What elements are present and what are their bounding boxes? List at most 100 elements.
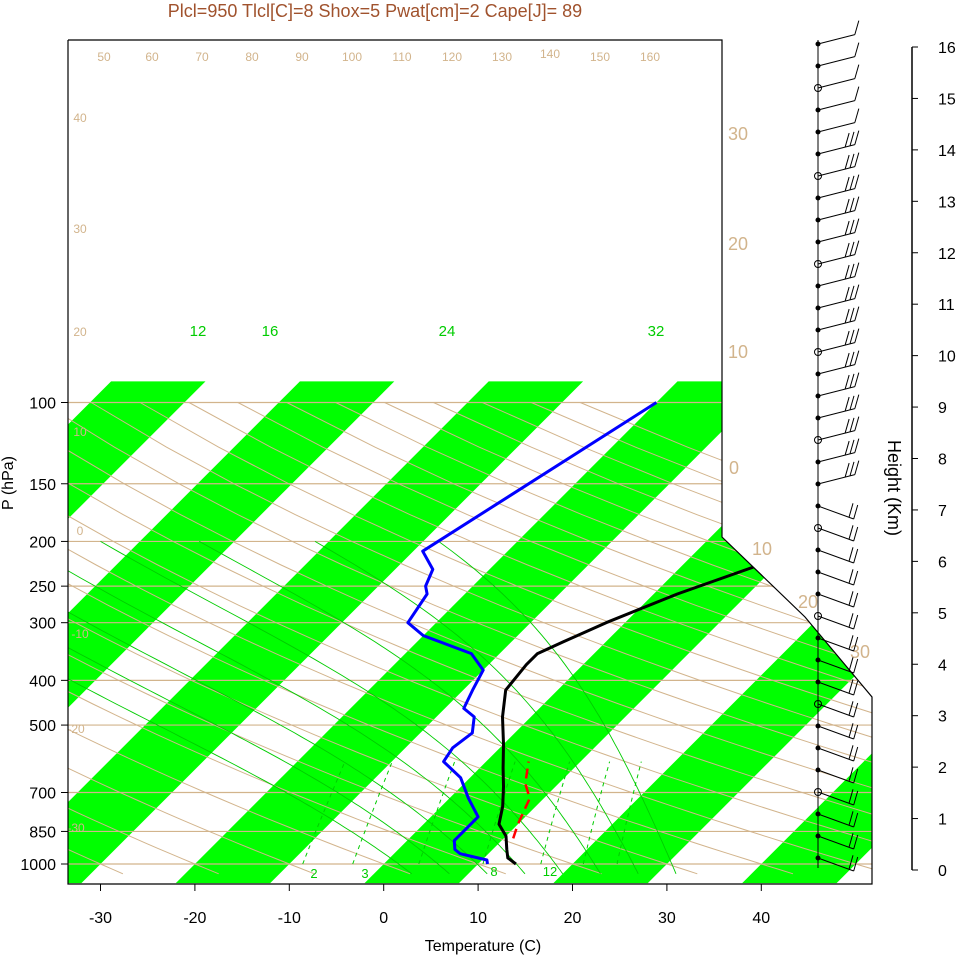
wind-barb-flag: [854, 438, 860, 453]
wind-barb-flag: [848, 613, 854, 628]
x-tick-label: 0: [379, 910, 388, 927]
mixing-ratio-line: [582, 761, 611, 865]
moist-adiabat-label: 16: [262, 323, 279, 340]
wind-barb: [817, 342, 855, 353]
wind-barb: [817, 527, 854, 542]
p-tick-label: 700: [29, 786, 56, 803]
moist-adiabat: [438, 541, 677, 874]
isotherm-label: 0: [77, 524, 84, 538]
wind-station-marker: [814, 700, 822, 708]
isotherm-label: 0: [729, 458, 739, 478]
p-tick-label: 300: [29, 616, 56, 633]
height-tick-label: 13: [938, 194, 956, 211]
isotherm-label: -10: [71, 627, 89, 641]
wind-barb-flag: [848, 701, 854, 716]
wind-barb: [817, 122, 855, 133]
moist-adiabat: [100, 541, 564, 875]
wind-barb-flag: [849, 153, 855, 168]
moist-adiabat: [68, 541, 488, 875]
wind-barb-flag: [854, 108, 860, 123]
isotherm-label: 50: [97, 50, 111, 64]
wind-barb-flag: [844, 396, 850, 412]
wind-barb-flag: [849, 263, 855, 278]
wind-barb-flag: [844, 198, 850, 214]
isotherm-label: 20: [73, 325, 87, 339]
wind-barb-flag: [853, 570, 859, 586]
wind-barb-flag: [853, 812, 859, 828]
wind-barb-flag: [854, 86, 860, 101]
height-tick-label: 16: [938, 40, 956, 57]
mixing-ratio-label: 3: [361, 866, 368, 881]
wind-barb-flag: [854, 174, 860, 189]
wind-barb-flag: [844, 176, 850, 192]
dry-adiabat: [188, 402, 872, 875]
wind-station-marker: [814, 172, 822, 180]
mixing-ratio-label: 2: [310, 866, 317, 881]
wind-barb-flag: [853, 834, 859, 850]
wind-barb: [817, 188, 855, 199]
chart-title: Plcl=950 Tlcl[C]=8 Shox=5 Pwat[cm]=2 Cap…: [168, 1, 582, 21]
p-tick-label: 250: [29, 579, 56, 596]
dry-adiabat: [68, 402, 506, 875]
wind-barb: [817, 747, 854, 762]
wind-barb-flag: [849, 395, 855, 410]
wind-barb: [817, 769, 854, 784]
wind-barb-flag: [844, 374, 850, 390]
height-tick-label: 2: [938, 760, 947, 777]
wind-barb-flag: [854, 218, 860, 233]
wind-barb-flag: [853, 526, 859, 542]
wind-barb-flag: [853, 680, 859, 696]
height-tick-label: 15: [938, 91, 956, 108]
isotherm-label: -30: [67, 821, 85, 835]
wind-barb-flag: [853, 592, 859, 608]
wind-barb-flag: [848, 723, 854, 738]
wind-barb: [817, 210, 855, 221]
mixing-ratio-label: 12: [543, 864, 557, 879]
wind-barb: [817, 298, 855, 309]
wind-barb-flag: [849, 285, 855, 300]
isotherm-label: 30: [728, 124, 748, 144]
wind-barb-flag: [848, 855, 854, 870]
wind-barb-flag: [848, 635, 854, 650]
wind-station-marker: [814, 436, 822, 444]
wind-barb-flag: [854, 196, 860, 211]
dry-adiabat: [68, 402, 872, 875]
isotherm-label: 120: [442, 50, 462, 64]
wind-barb: [817, 857, 854, 872]
isotherm-band: [68, 381, 584, 884]
x-axis-label: Temperature (C): [425, 938, 541, 955]
dry-adiabat: [139, 402, 872, 875]
wind-barb: [817, 474, 855, 485]
wind-barb-flag: [848, 811, 854, 826]
x-tick-label: 40: [752, 910, 770, 927]
wind-barb-flag: [844, 264, 850, 280]
p-tick-label: 150: [29, 477, 56, 494]
plot-frame: [67, 39, 873, 885]
wind-station-marker: [814, 260, 822, 268]
moist-adiabat-label: 32: [648, 323, 665, 340]
height-tick-label: 3: [938, 709, 947, 726]
wind-barb: [817, 232, 855, 243]
wind-barb: [817, 276, 855, 287]
wind-barb: [817, 34, 855, 45]
mixing-ratio-line: [616, 761, 642, 865]
height-tick-label: 0: [938, 863, 947, 880]
x-tick-label: 10: [469, 910, 487, 927]
dry-adiabat: [68, 402, 219, 875]
wind-barb-flag: [854, 20, 860, 35]
dry-adiabat: [286, 402, 872, 875]
height-tick-label: 6: [938, 554, 947, 571]
wind-barb-flag: [844, 418, 850, 434]
wind-barb-flag: [848, 591, 854, 606]
wind-barb-flag: [844, 440, 850, 456]
wind-barb-flag: [853, 790, 859, 806]
dry-adiabat: [68, 402, 698, 875]
wind-station-marker: [814, 524, 822, 532]
p-tick-label: 500: [29, 718, 56, 735]
wind-barb-flag: [853, 548, 859, 564]
dry-adiabat: [68, 402, 872, 875]
isotherm-label: 110: [392, 50, 411, 64]
wind-barb-flag: [848, 833, 854, 848]
wind-station-marker: [814, 612, 822, 620]
